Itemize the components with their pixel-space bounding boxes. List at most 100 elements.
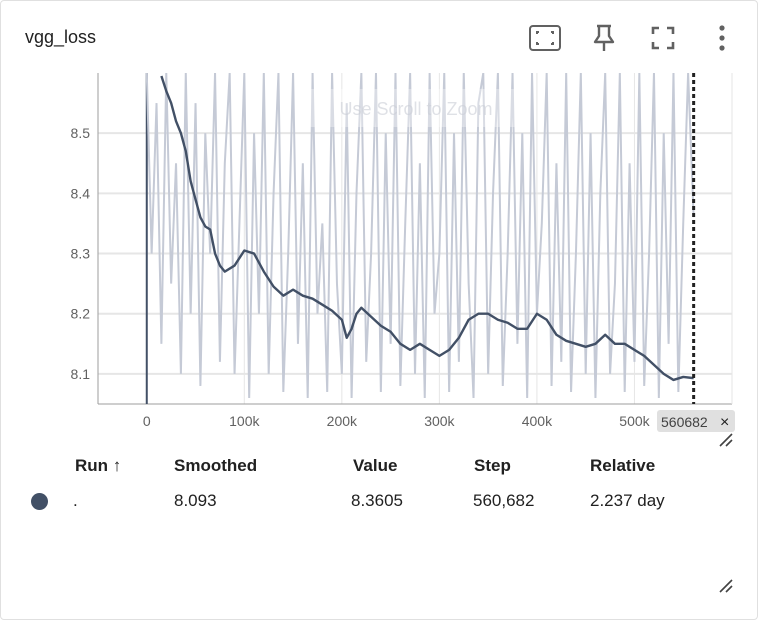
- smoothed-point: [681, 375, 685, 379]
- pin-button[interactable]: [587, 21, 621, 55]
- y-tick-label: 8.2: [71, 306, 91, 322]
- row-run-name: .: [73, 491, 78, 510]
- chart-resize-handle[interactable]: [719, 433, 733, 447]
- smoothed-line: [160, 75, 694, 382]
- smoothed-point: [311, 297, 315, 301]
- smoothed-point: [398, 342, 402, 346]
- smoothed-point: [379, 324, 383, 328]
- fullscreen-icon: [651, 26, 675, 50]
- step-cursor-chip[interactable]: [657, 410, 735, 432]
- smoothed-point: [447, 348, 451, 352]
- run-color-dot: [31, 493, 48, 510]
- smoothed-point: [496, 318, 500, 322]
- fit-domain-button[interactable]: [528, 21, 562, 55]
- smoothed-point: [164, 89, 168, 93]
- smoothed-point: [252, 252, 256, 256]
- smoothed-point: [345, 336, 349, 340]
- smoothed-point: [223, 270, 227, 274]
- smoothed-point: [354, 312, 358, 316]
- smoothed-point: [593, 342, 597, 346]
- column-header-smoothed[interactable]: Smoothed: [174, 456, 258, 475]
- column-header-value[interactable]: Value: [353, 456, 398, 475]
- x-tick-label: 300k: [424, 413, 455, 429]
- smoothed-point: [428, 348, 432, 352]
- smoothed-point: [189, 179, 193, 183]
- smoothed-point: [218, 264, 222, 268]
- smoothed-point: [301, 294, 305, 298]
- x-tick-label: 200k: [327, 413, 358, 429]
- smoothed-point: [525, 327, 529, 331]
- smoothed-point: [535, 312, 539, 316]
- smoothed-point: [457, 336, 461, 340]
- smoothed-point: [437, 354, 441, 358]
- smoothed-point: [515, 327, 519, 331]
- smoothed-point: [194, 197, 198, 201]
- fit-domain-icon: [529, 25, 561, 51]
- pin-icon: [593, 24, 615, 51]
- row-smoothed: 8.093: [174, 491, 217, 510]
- card-resize-handle[interactable]: [719, 579, 733, 593]
- smoothed-point: [350, 327, 354, 331]
- smoothed-point: [257, 261, 261, 265]
- smoothed-point: [418, 342, 422, 346]
- row-step: 560,682: [473, 491, 535, 510]
- column-header-step[interactable]: Step: [474, 456, 511, 475]
- smoothed-point: [262, 270, 266, 274]
- resize-grip-icon: [719, 579, 733, 593]
- smoothed-point: [330, 309, 334, 313]
- smoothed-point: [632, 348, 636, 352]
- smoothed-point: [340, 318, 344, 322]
- smoothed-point: [486, 312, 490, 316]
- smoothed-point: [208, 227, 212, 231]
- y-tick-label: 8.3: [71, 246, 91, 262]
- smoothed-point: [291, 288, 295, 292]
- smoothed-point: [662, 372, 666, 376]
- step-cursor-close-icon[interactable]: ×: [720, 414, 729, 431]
- smoothed-point: [184, 149, 188, 153]
- smoothed-point: [623, 342, 627, 346]
- y-tick-label: 8.5: [71, 125, 91, 141]
- more-menu-button[interactable]: [705, 21, 739, 55]
- smoothed-point: [574, 342, 578, 346]
- raw-value-line: [145, 73, 695, 399]
- smoothed-point: [671, 378, 675, 382]
- smoothed-point: [506, 321, 510, 325]
- x-tick-label: 0: [143, 413, 151, 429]
- smoothed-point: [242, 249, 246, 253]
- step-cursor-label: 560682: [661, 414, 708, 430]
- smoothed-point: [642, 354, 646, 358]
- column-header-run[interactable]: Run ↑: [75, 456, 122, 475]
- y-tick-label: 8.1: [71, 366, 91, 382]
- line-chart[interactable]: 8.1 8.2 8.3 8.4 8.5 0 100k 200k 300k 400k 500k 5606…: [1, 1, 757, 441]
- zoom-hint-box: [303, 89, 529, 127]
- resize-grip-icon: [719, 433, 733, 447]
- smoothed-point: [198, 215, 202, 219]
- smoothed-point: [281, 294, 285, 298]
- smoothed-point: [213, 252, 217, 256]
- smoothed-point: [603, 333, 607, 337]
- card-title: vgg_loss: [25, 27, 97, 47]
- smoothed-point: [369, 315, 373, 319]
- smoothed-point: [408, 348, 412, 352]
- smoothed-point: [174, 119, 178, 123]
- smoothed-point: [564, 339, 568, 343]
- smoothed-point: [179, 131, 183, 135]
- x-tick-label: 100k: [229, 413, 260, 429]
- smoothed-point: [272, 285, 276, 289]
- smoothed-point: [389, 330, 393, 334]
- smoothed-point: [545, 318, 549, 322]
- smoothed-point: [233, 264, 237, 268]
- smoothed-point: [359, 306, 363, 310]
- smoothed-point: [476, 312, 480, 316]
- smoothed-point: [169, 101, 173, 105]
- row-relative: 2.237 day: [590, 491, 665, 510]
- smoothed-point: [584, 345, 588, 349]
- fullscreen-button[interactable]: [646, 21, 680, 55]
- y-tick-label: 8.4: [71, 185, 91, 201]
- smoothed-point: [203, 224, 207, 228]
- column-header-relative[interactable]: Relative: [590, 456, 656, 475]
- x-tick-label: 500k: [619, 413, 650, 429]
- row-value: 8.3605: [351, 491, 403, 510]
- smoothed-point: [320, 303, 324, 307]
